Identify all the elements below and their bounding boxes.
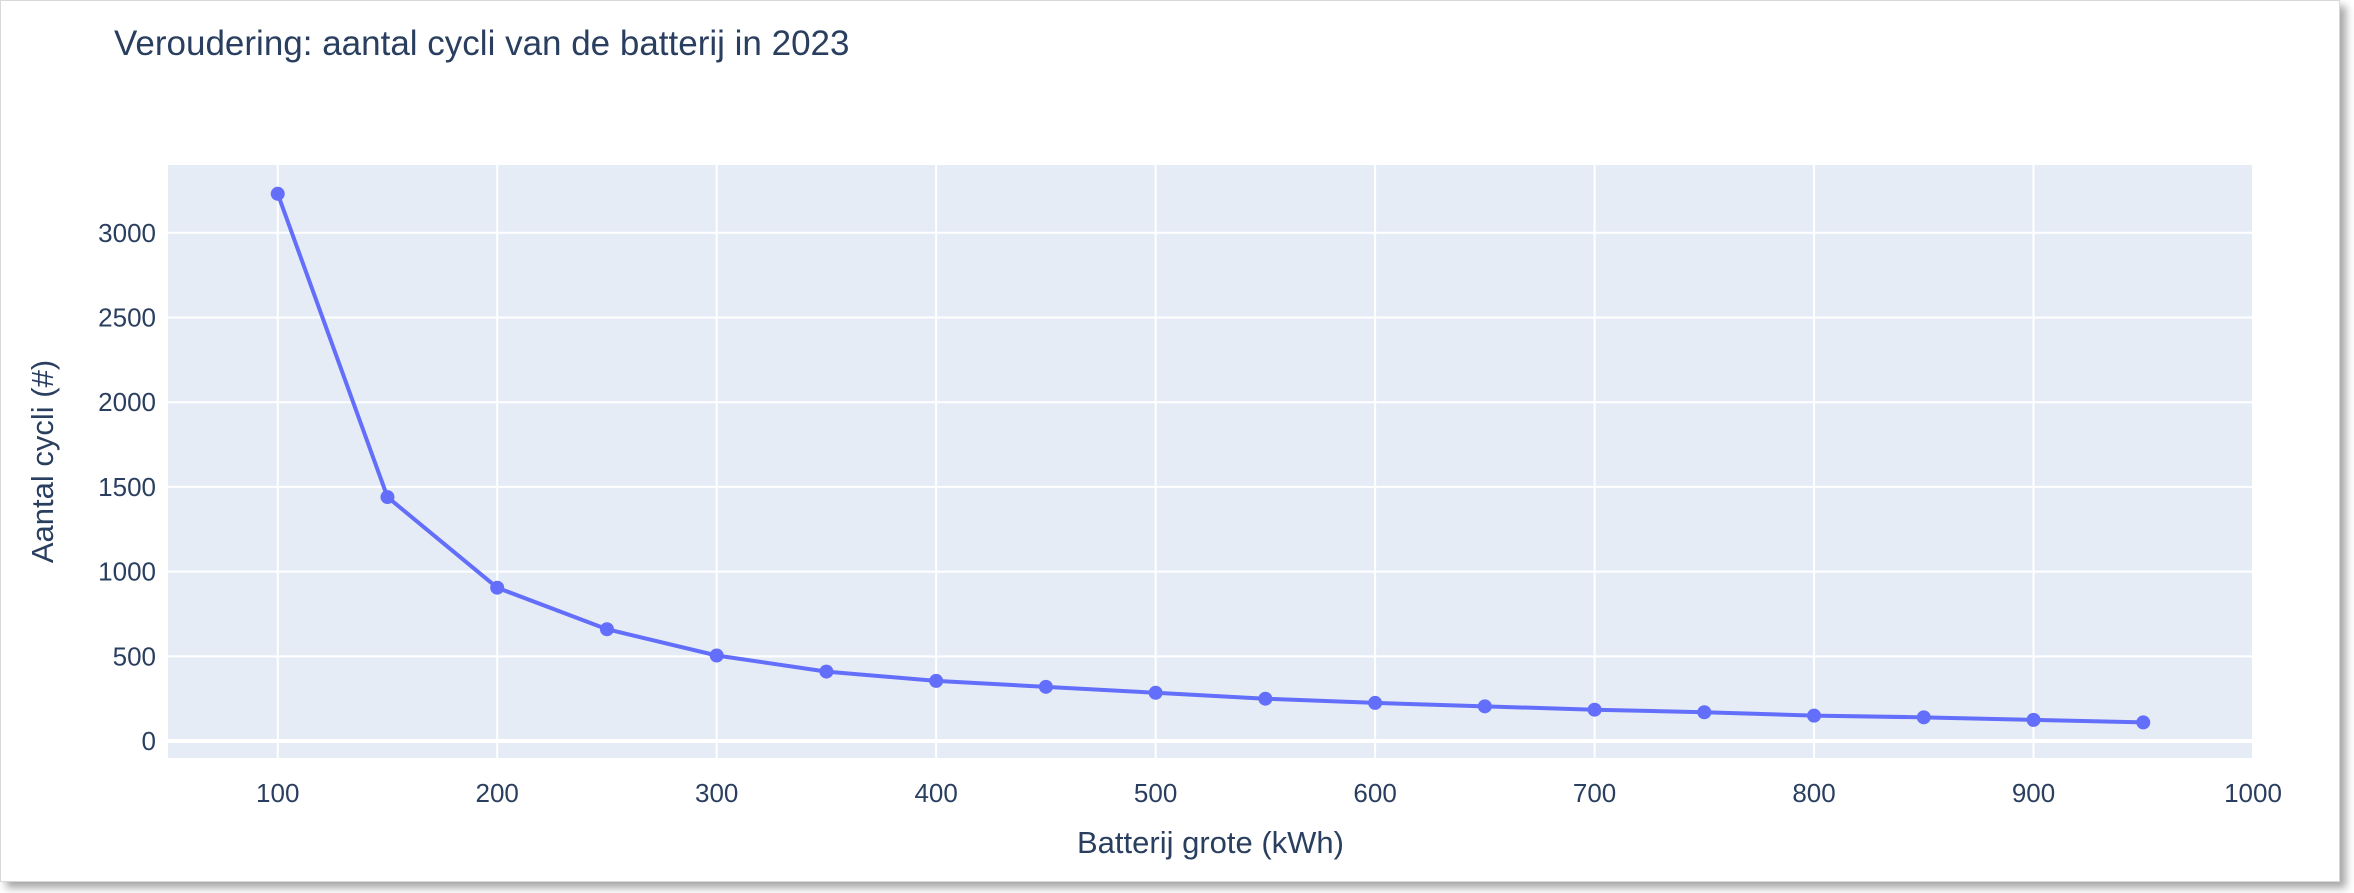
x-tick-label: 1000 [2224, 778, 2282, 808]
data-point[interactable] [819, 664, 834, 679]
data-point[interactable] [1807, 708, 1822, 723]
x-tick-label: 400 [914, 778, 957, 808]
y-tick-label: 0 [142, 726, 156, 756]
data-point[interactable] [490, 580, 505, 595]
line-chart: Veroudering: aantal cycli van de batteri… [25, 24, 2282, 860]
data-point[interactable] [709, 648, 724, 663]
x-tick-label: 200 [476, 778, 519, 808]
x-tick-label: 800 [1792, 778, 1835, 808]
plot-area [168, 165, 2253, 758]
x-tick-label: 600 [1353, 778, 1396, 808]
x-tick-label: 100 [256, 778, 299, 808]
data-point[interactable] [1477, 699, 1492, 714]
data-point[interactable] [1916, 710, 1931, 725]
data-point[interactable] [270, 186, 285, 201]
series-layer [270, 186, 2151, 730]
y-tick-label: 3000 [98, 218, 156, 248]
chart-title: Veroudering: aantal cycli van de batteri… [114, 24, 849, 63]
axes: 100 200 300 400 500 600 700 800 900 1000 0 500 1000 1… [98, 218, 2282, 808]
data-point[interactable] [1587, 702, 1602, 717]
data-point[interactable] [2136, 715, 2151, 730]
data-point[interactable] [1258, 691, 1273, 706]
x-tick-label: 700 [1573, 778, 1616, 808]
y-tick-label: 1000 [98, 557, 156, 587]
x-tick-label: 500 [1134, 778, 1177, 808]
data-point[interactable] [1697, 705, 1712, 720]
y-tick-label: 2500 [98, 302, 156, 332]
x-axis-title: Batterij grote (kWh) [1077, 825, 1344, 860]
series-line [275, 193, 2144, 725]
x-tick-label: 300 [695, 778, 738, 808]
data-point[interactable] [929, 673, 944, 688]
y-tick-label: 500 [113, 641, 156, 671]
y-tick-label: 1500 [98, 472, 156, 502]
data-point[interactable] [2026, 712, 2041, 727]
data-point[interactable] [599, 622, 614, 637]
data-point[interactable] [380, 490, 395, 505]
y-tick-label: 2000 [98, 387, 156, 417]
x-tick-label: 900 [2012, 778, 2055, 808]
data-point[interactable] [1368, 695, 1383, 710]
data-point[interactable] [1148, 685, 1163, 700]
data-point[interactable] [1038, 679, 1053, 694]
grid-lines [168, 165, 2254, 758]
y-axis-title: Aantal cycli (#) [25, 360, 60, 563]
